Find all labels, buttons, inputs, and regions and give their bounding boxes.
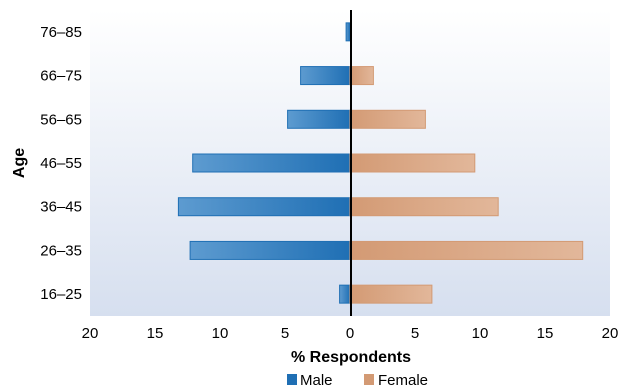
x-tick-labels: 20 15 10 5 0 5 10 15 20 <box>82 325 619 342</box>
y-tick-label: 16–25 <box>40 286 82 303</box>
y-tick-labels: 16–25 26–35 36–45 46–55 56–65 66–75 76–85 <box>40 24 82 303</box>
female-bar <box>349 240 584 260</box>
x-tick-label: 15 <box>537 325 554 342</box>
y-tick-label: 66–75 <box>40 68 82 85</box>
legend-male-swatch <box>287 374 297 385</box>
x-tick-label: 20 <box>82 325 99 342</box>
y-tick-label: 46–55 <box>40 155 82 172</box>
x-tick-label: 0 <box>346 325 354 342</box>
male-bar <box>192 153 351 173</box>
female-bar <box>349 109 426 129</box>
x-axis-title: % Respondents <box>291 349 411 366</box>
male-bar <box>345 22 351 42</box>
legend-female-swatch <box>364 374 374 385</box>
x-tick-label: 5 <box>281 325 289 342</box>
male-bar <box>287 109 351 129</box>
x-tick-label: 10 <box>472 325 489 342</box>
y-tick-label: 36–45 <box>40 199 82 216</box>
y-axis-title: Age <box>11 148 28 178</box>
male-bar <box>339 284 351 304</box>
x-tick-label: 5 <box>411 325 419 342</box>
female-bar <box>349 66 374 86</box>
female-bar <box>349 197 499 217</box>
male-bar <box>177 197 351 217</box>
male-bar <box>189 240 351 260</box>
x-tick-label: 15 <box>147 325 164 342</box>
female-bar <box>349 284 433 304</box>
legend-female-label: Female <box>378 372 428 389</box>
x-tick-label: 10 <box>212 325 229 342</box>
male-bar <box>300 66 351 86</box>
x-tick-label: 20 <box>602 325 619 342</box>
y-tick-label: 26–35 <box>40 242 82 259</box>
y-tick-label: 56–65 <box>40 111 82 128</box>
y-tick-label: 76–85 <box>40 24 82 41</box>
legend: Male Female <box>287 372 428 389</box>
female-bar <box>349 153 476 173</box>
legend-male-label: Male <box>300 372 333 389</box>
